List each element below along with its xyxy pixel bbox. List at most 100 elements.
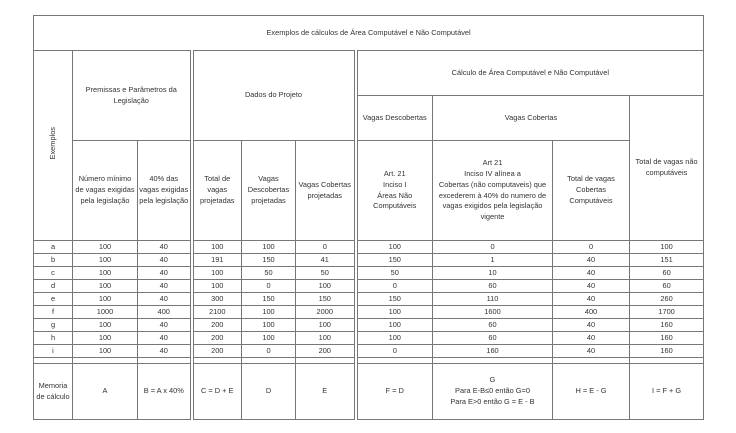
- table-cell: 40: [552, 318, 630, 332]
- table-cell: d: [33, 279, 73, 293]
- table-cell: 50: [353, 266, 433, 280]
- table-row: d 100 40 100 0 100 0 60 40 60: [33, 279, 705, 293]
- memoria-a: A: [72, 363, 138, 420]
- header-col-g: Art 21 Inciso IV alínea a Cobertas (não …: [432, 140, 553, 241]
- table-cell: 100: [72, 240, 138, 254]
- table-cell: 60: [628, 266, 705, 280]
- table-cell: 41: [295, 253, 356, 267]
- table-cell: 100: [72, 318, 138, 332]
- table-cell: c: [33, 266, 73, 280]
- table-cell: 40: [137, 344, 192, 358]
- table-cell: 100: [189, 240, 242, 254]
- header-col-c: Total de vagas projetadas: [189, 140, 242, 241]
- table-cell: 40: [137, 240, 192, 254]
- memoria-e: E: [295, 363, 356, 420]
- header-col-d: Vagas Descobertas projetadas: [241, 140, 296, 241]
- table-cell: 40: [137, 292, 192, 306]
- table-cell: 0: [552, 240, 630, 254]
- table-cell: 2100: [189, 305, 242, 319]
- table-row: h 100 40 200 100 100 100 60 40 160: [33, 331, 705, 345]
- table-cell: 151: [628, 253, 705, 267]
- memoria-d: D: [241, 363, 296, 420]
- header-exemplos: Exemplos: [33, 50, 73, 241]
- table-cell: 150: [295, 292, 356, 306]
- table-cell: 40: [552, 344, 630, 358]
- table-cell: 200: [295, 344, 356, 358]
- table-cell: 150: [353, 253, 433, 267]
- table-cell: 40: [137, 318, 192, 332]
- table-cell: g: [33, 318, 73, 332]
- table-row: a 100 40 100 100 0 100 0 0 100: [33, 240, 705, 254]
- table-cell: 200: [189, 331, 242, 345]
- col-g-line: Art 21: [482, 158, 503, 168]
- memoria-f: F = D: [353, 363, 433, 420]
- table-cell: 200: [189, 318, 242, 332]
- table-cell: 40: [552, 292, 630, 306]
- table-cell: 100: [295, 318, 356, 332]
- table-cell: 40: [137, 331, 192, 345]
- table-cell: 100: [72, 253, 138, 267]
- table-row: g 100 40 200 100 100 100 60 40 160: [33, 318, 705, 332]
- memoria-label: Memoria de cálculo: [33, 363, 73, 420]
- table-cell: a: [33, 240, 73, 254]
- table-cell: 100: [72, 279, 138, 293]
- header-premissas: Premissas e Parâmetros da Legislação: [72, 50, 192, 141]
- table-cell: 100: [241, 240, 296, 254]
- table-cell: 40: [552, 331, 630, 345]
- table-row: b 100 40 191 150 41 150 1 40 151: [33, 253, 705, 267]
- table-cell: 60: [432, 318, 553, 332]
- table-cell: 40: [552, 253, 630, 267]
- calculation-table: Exemplos de cálculos de Área Computável …: [32, 15, 705, 420]
- table-cell: 100: [628, 240, 705, 254]
- header-vagas-descobertas: Vagas Descobertas: [353, 95, 433, 141]
- header-col-h: Total de vagas Cobertas Computáveis: [552, 140, 630, 241]
- table-cell: 40: [137, 279, 192, 293]
- table-row: c 100 40 100 50 50 50 10 40 60: [33, 266, 705, 280]
- table-cell: 0: [241, 279, 296, 293]
- table-cell: i: [33, 344, 73, 358]
- table-cell: 100: [241, 331, 296, 345]
- memoria-row: Memoria de cálculo A B = A x 40% C = D +…: [33, 363, 705, 420]
- memoria-g-line: Para E>0 então G = E - B: [450, 396, 535, 406]
- table-cell: 160: [432, 344, 553, 358]
- table-cell: 1700: [628, 305, 705, 319]
- table-cell: 150: [353, 292, 433, 306]
- table-cell: 300: [189, 292, 242, 306]
- table-row: i 100 40 200 0 200 0 160 40 160: [33, 344, 705, 358]
- table-cell: 0: [432, 240, 553, 254]
- col-f-line: Inciso I: [383, 179, 407, 189]
- table-cell: 100: [353, 331, 433, 345]
- table-cell: 160: [628, 331, 705, 345]
- table-cell: 60: [432, 279, 553, 293]
- table-cell: 100: [72, 292, 138, 306]
- header-col-e: Vagas Cobertas projetadas: [295, 140, 356, 241]
- table-cell: 0: [353, 279, 433, 293]
- table-cell: 0: [295, 240, 356, 254]
- table-cell: 100: [72, 266, 138, 280]
- header-col-i: Total de vagas não computáveis: [628, 95, 705, 241]
- table-cell: 60: [628, 279, 705, 293]
- table-cell: 100: [353, 318, 433, 332]
- table-cell: 150: [241, 292, 296, 306]
- table-title: Exemplos de cálculos de Área Computável …: [32, 15, 705, 51]
- table-cell: 100: [353, 305, 433, 319]
- col-f-line: Art. 21: [383, 169, 406, 179]
- header-col-b: 40% das vagas exigidas pela legislação: [137, 140, 192, 241]
- table-cell: 400: [137, 305, 192, 319]
- table-cell: 40: [552, 279, 630, 293]
- table-cell: 110: [432, 292, 553, 306]
- table-cell: 50: [241, 266, 296, 280]
- table-cell: 100: [189, 279, 242, 293]
- table-cell: 0: [353, 344, 433, 358]
- table-cell: 0: [241, 344, 296, 358]
- table-cell: e: [33, 292, 73, 306]
- table-cell: 1: [432, 253, 553, 267]
- table-cell: 150: [241, 253, 296, 267]
- table-cell: 200: [189, 344, 242, 358]
- table-cell: 60: [432, 331, 553, 345]
- table-cell: 40: [137, 266, 192, 280]
- table-row: f 1000 400 2100 100 2000 100 1600 400 1700: [33, 305, 705, 319]
- memoria-h: H = E - G: [552, 363, 630, 420]
- header-calculo: Cálculo de Área Computável e Não Computá…: [353, 50, 705, 96]
- table-cell: 10: [432, 266, 553, 280]
